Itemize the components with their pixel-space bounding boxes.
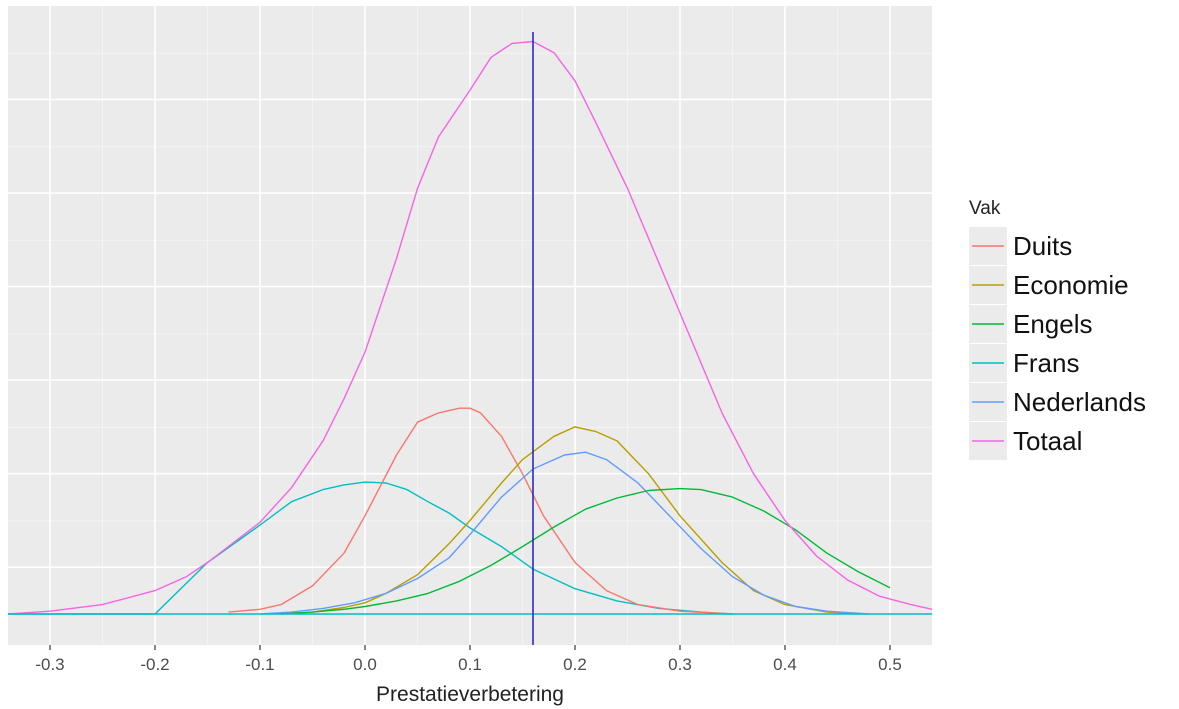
- x-tick-label: -0.1: [245, 655, 274, 674]
- x-axis-title: Prestatieverbetering: [376, 683, 564, 706]
- legend-item-economie: Economie: [969, 266, 1129, 304]
- x-axis-ticks: [49, 645, 891, 650]
- series-line-engels: [280, 487, 891, 615]
- series-line-nederlands: [259, 451, 870, 615]
- series-line-economie: [280, 426, 859, 615]
- legend-title: Vak: [969, 198, 1001, 219]
- legend-items: Duits Economie Engels Frans Nederlands Totaal: [969, 227, 1146, 460]
- series-line-frans: [8, 481, 733, 615]
- series-line-totaal: [7, 40, 933, 615]
- series-line-duits: [228, 407, 733, 615]
- x-tick-label: 0.3: [668, 655, 692, 674]
- x-tick-label: 0.5: [878, 655, 902, 674]
- series-layer: [7, 40, 933, 615]
- legend-item-nederlands: Nederlands: [969, 383, 1146, 421]
- legend-label: Totaal: [1013, 426, 1082, 456]
- x-tick-label: 0.0: [353, 655, 377, 674]
- major-grid: [8, 6, 932, 662]
- x-tick-label: -0.3: [35, 655, 64, 674]
- legend-item-frans: Frans: [969, 344, 1079, 382]
- legend-item-duits: Duits: [969, 227, 1072, 265]
- x-tick-label: 0.1: [458, 655, 482, 674]
- legend-label: Economie: [1013, 270, 1129, 300]
- legend-item-engels: Engels: [969, 305, 1093, 343]
- x-tick-label: -0.2: [140, 655, 169, 674]
- x-axis-tick-labels: -0.3 -0.2 -0.1 0.0 0.1 0.2 0.3 0.4 0.5: [35, 655, 901, 674]
- x-tick-label: 0.4: [773, 655, 797, 674]
- x-tick-label: 0.2: [563, 655, 587, 674]
- legend-label: Duits: [1013, 231, 1072, 261]
- legend-label: Nederlands: [1013, 387, 1146, 417]
- legend-label: Engels: [1013, 309, 1093, 339]
- legend-item-totaal: Totaal: [969, 422, 1082, 460]
- legend: Vak Duits Economie Engels Frans Nederlands To…: [969, 198, 1146, 460]
- legend-label: Frans: [1013, 348, 1079, 378]
